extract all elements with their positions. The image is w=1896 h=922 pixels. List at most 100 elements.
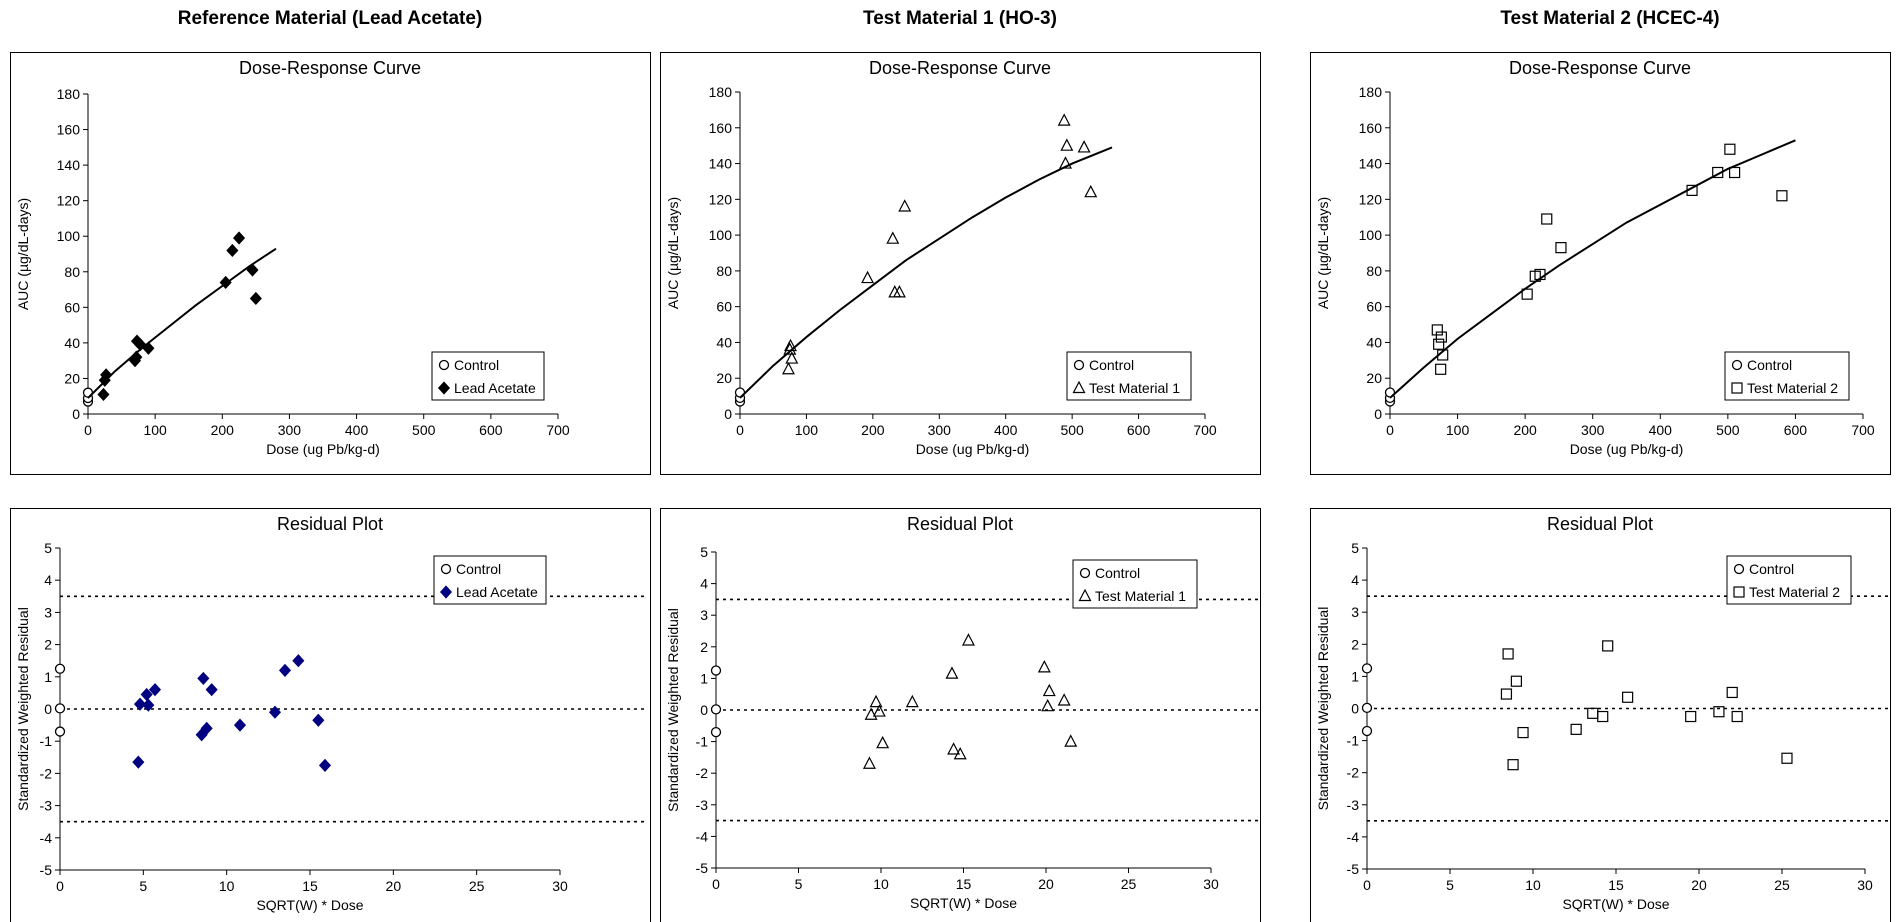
data-point	[1435, 363, 1447, 375]
y-axis-label: Standardized Weighted Residual	[1315, 607, 1331, 811]
y-tick-label: -4	[40, 830, 53, 846]
legend-label: Control	[456, 561, 501, 577]
chart-title: Residual Plot	[1547, 514, 1653, 534]
y-tick-label: 40	[716, 334, 732, 350]
y-tick-label: 120	[1359, 191, 1383, 207]
y-tick-label: 0	[1374, 406, 1382, 422]
y-tick-label: 140	[1359, 156, 1383, 172]
x-tick-label: 0	[84, 422, 92, 438]
x-tick-label: 700	[1193, 422, 1217, 438]
data-point	[876, 735, 890, 749]
data-point	[869, 694, 883, 708]
x-tick-label: 200	[861, 422, 885, 438]
data-point	[905, 694, 919, 708]
x-axis-label: Dose (ug Pb/kg-d)	[916, 441, 1030, 457]
data-point	[1781, 752, 1793, 764]
legend-label: Test Material 1	[1089, 380, 1180, 396]
y-tick-label: 4	[1351, 572, 1359, 588]
y-axis-label: Standardized Weighted Residual	[15, 607, 31, 811]
data-point	[953, 746, 967, 760]
data-point	[200, 721, 213, 735]
y-tick-label: 40	[64, 335, 80, 351]
y-tick-label: 180	[709, 84, 733, 100]
y-tick-label: 180	[1359, 84, 1383, 100]
data-point	[205, 683, 218, 697]
x-tick-label: 0	[1363, 877, 1371, 893]
data-point	[1084, 184, 1098, 198]
y-tick-label: 3	[700, 607, 708, 623]
data-point	[1541, 213, 1553, 225]
x-tick-label: 30	[552, 878, 568, 894]
data-point	[945, 666, 959, 679]
legend-marker	[1733, 563, 1745, 575]
data-point	[312, 713, 325, 727]
data-point	[1435, 331, 1447, 343]
y-tick-label: -1	[1347, 733, 1360, 749]
column-title-reference: Reference Material (Lead Acetate)	[177, 8, 483, 29]
y-tick-label: 100	[57, 228, 81, 244]
x-axis-label: SQRT(W) * Dose	[910, 895, 1017, 911]
chart-frame	[660, 52, 1261, 475]
y-tick-label: -3	[696, 797, 709, 813]
data-point	[1502, 648, 1514, 660]
y-tick-label: 80	[1366, 263, 1382, 279]
y-tick-label: -4	[1347, 829, 1360, 845]
y-tick-label: 5	[700, 544, 708, 560]
legend: Control Test Material 2	[1724, 351, 1850, 401]
data-point	[1361, 725, 1373, 737]
x-tick-label: 10	[1525, 877, 1541, 893]
data-point	[318, 758, 332, 772]
data-point	[1057, 693, 1071, 706]
y-tick-label: -4	[696, 828, 709, 844]
data-point	[785, 351, 799, 364]
legend-box	[433, 555, 547, 605]
y-tick-label: 20	[716, 370, 732, 386]
legend-box	[1724, 351, 1850, 401]
data-point	[1042, 683, 1056, 697]
x-tick-label: 400	[345, 422, 369, 438]
data-point	[1555, 242, 1567, 254]
data-point	[1521, 288, 1533, 300]
y-tick-label: 60	[1366, 299, 1382, 315]
y-tick-label: 0	[724, 406, 732, 422]
data-point	[1685, 710, 1697, 723]
y-axis-label: Standardized Weighted Residual	[665, 608, 681, 812]
x-tick-label: 300	[278, 422, 302, 438]
data-point	[1597, 710, 1609, 723]
y-tick-label: -1	[696, 734, 709, 750]
legend-label: Control	[454, 357, 499, 373]
x-tick-label: 20	[1038, 876, 1054, 892]
data-point	[1037, 660, 1051, 673]
data-point	[54, 703, 66, 714]
x-tick-label: 300	[1581, 422, 1605, 438]
chart-title: Residual Plot	[907, 514, 1013, 534]
data-point	[1570, 723, 1582, 735]
y-tick-label: -5	[40, 862, 53, 878]
fit-curve	[87, 247, 277, 399]
data-point	[1622, 691, 1634, 703]
x-tick-label: 10	[873, 876, 889, 892]
x-tick-label: 200	[211, 422, 235, 438]
data-point	[133, 697, 147, 711]
data-point	[292, 654, 305, 668]
chart-5: Residual Plot 0 5 10 15 20 25 30 -5 -4 -3 -2 -1 0 1 2 3 4…	[660, 508, 1261, 922]
legend-marker	[1078, 588, 1092, 602]
legend-marker	[1073, 359, 1085, 371]
x-axis-label: SQRT(W) * Dose	[1562, 896, 1669, 912]
x-tick-label: 5	[139, 878, 147, 894]
y-tick-label: -2	[696, 765, 709, 781]
x-axis-label: SQRT(W) * Dose	[256, 897, 363, 913]
y-tick-label: 0	[72, 406, 80, 422]
y-tick-label: 5	[1351, 540, 1359, 556]
legend-label: Control	[1749, 561, 1794, 577]
data-point	[1731, 710, 1743, 723]
data-point	[249, 291, 262, 306]
legend-label: Test Material 2	[1749, 584, 1840, 600]
data-point	[1729, 166, 1741, 179]
y-tick-label: -3	[1347, 797, 1360, 813]
x-axis-label: Dose (ug Pb/kg-d)	[1570, 441, 1684, 457]
legend: Control Test Material 1	[1066, 351, 1192, 401]
x-tick-label: 400	[1649, 422, 1673, 438]
